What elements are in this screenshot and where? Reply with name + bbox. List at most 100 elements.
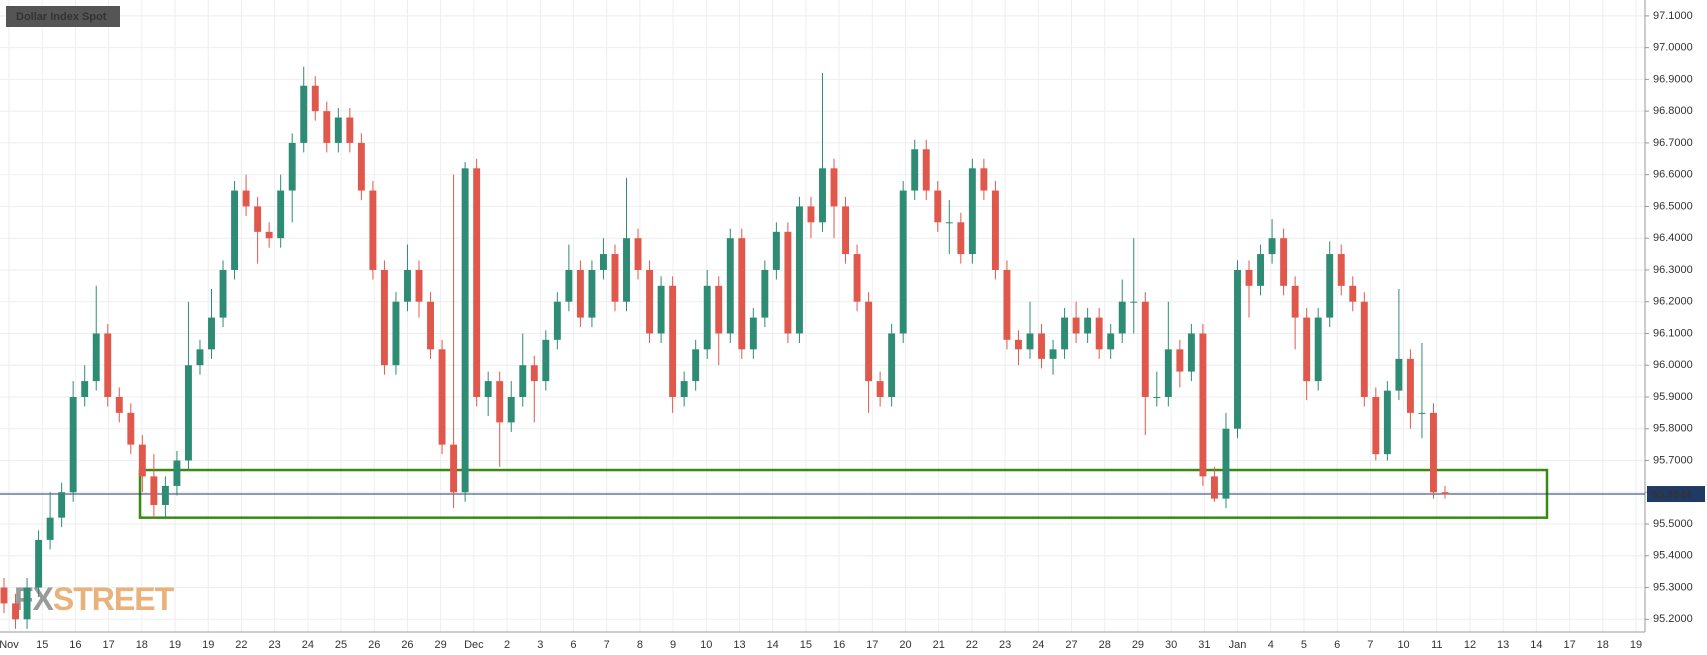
candle-body <box>761 269 769 318</box>
y-tick-label: 95.2000 <box>1653 613 1693 625</box>
candle-body <box>899 190 907 334</box>
candle-body <box>392 301 400 366</box>
candle-body <box>208 317 215 350</box>
candle-body <box>842 206 850 255</box>
candle-body <box>680 381 688 397</box>
candle-body <box>23 587 31 620</box>
x-tick-label: 15 <box>800 639 812 651</box>
candle-body <box>81 381 89 397</box>
y-tick-label: 95.3000 <box>1653 581 1693 593</box>
last-price-label: 95.5944 <box>1652 489 1693 501</box>
x-tick-label: 20 <box>899 639 911 651</box>
candle-body <box>634 238 642 270</box>
candle-body <box>484 381 492 397</box>
x-tick-label: 31 <box>1198 639 1210 651</box>
candle-body <box>369 190 377 270</box>
candle-body <box>1153 396 1161 398</box>
candle-body <box>507 396 515 423</box>
y-tick-label: 95.4000 <box>1653 550 1693 562</box>
watermark-part: FX <box>14 581 55 617</box>
y-tick-label: 96.4000 <box>1653 232 1693 244</box>
candle-body <box>1026 333 1034 350</box>
candle-body <box>219 269 227 318</box>
candle-body <box>1141 301 1149 397</box>
candle-body <box>12 603 19 620</box>
candle-body <box>1430 412 1437 493</box>
candle-body <box>1326 254 1334 318</box>
candle-body <box>1072 317 1080 334</box>
candle-body <box>922 149 930 191</box>
candle-body <box>703 285 711 350</box>
x-tick-label: 6 <box>570 639 576 651</box>
x-tick-label: 22 <box>235 639 247 651</box>
x-tick-label: 15 <box>36 639 48 651</box>
candle-body <box>311 85 319 112</box>
candle-body <box>196 349 204 366</box>
x-tick-label: 19 <box>202 639 214 651</box>
x-tick-label: 17 <box>866 639 878 651</box>
candle-body <box>934 190 942 223</box>
candle-body <box>346 117 354 143</box>
candle-body <box>1383 390 1391 455</box>
candle-body <box>1187 333 1195 372</box>
candle-body <box>1245 269 1253 286</box>
x-tick-label: 10 <box>700 639 712 651</box>
candle-body <box>473 168 481 397</box>
candle-body <box>1291 285 1299 318</box>
y-tick-label: 96.0000 <box>1653 359 1693 371</box>
candle-body <box>323 111 331 143</box>
candle-body <box>1280 238 1288 286</box>
x-tick-label: 6 <box>1334 639 1340 651</box>
candle-body <box>288 142 296 191</box>
candle-body <box>1164 349 1172 397</box>
candle-body <box>46 517 54 540</box>
y-tick-label: 95.8000 <box>1653 423 1693 435</box>
x-tick-label: 16 <box>833 639 845 651</box>
candle-body <box>69 396 77 493</box>
candle-body <box>1257 254 1265 286</box>
candle-body <box>542 339 550 382</box>
candle-body <box>300 85 308 143</box>
x-tick-label: 23 <box>269 639 281 651</box>
candle-body <box>92 333 100 382</box>
x-tick-label: 11 <box>1431 639 1442 651</box>
candle-body <box>772 231 780 270</box>
candle-body <box>692 349 700 382</box>
candle-body <box>438 349 446 445</box>
y-tick-label: 95.5000 <box>1653 518 1693 530</box>
candle-body <box>795 206 803 334</box>
candle-body <box>669 285 677 397</box>
candle-body <box>1406 358 1414 413</box>
x-tick-label: 3 <box>537 639 543 651</box>
y-tick-label: 96.7000 <box>1653 137 1693 149</box>
x-tick-label: 5 <box>1301 639 1307 651</box>
x-tick-label: 13 <box>733 639 745 651</box>
candle-body <box>254 206 262 232</box>
candle-body <box>945 222 953 224</box>
candle-body <box>715 285 723 334</box>
y-tick-label: 95.7000 <box>1653 454 1693 466</box>
candle-body <box>127 412 135 445</box>
watermark-part: STREET <box>53 581 175 617</box>
candle-body <box>115 396 123 413</box>
candle-body <box>334 117 342 143</box>
x-tick-label: 10 <box>1397 639 1409 651</box>
candle-body <box>530 365 538 382</box>
candle-body <box>565 269 573 302</box>
x-tick-label: 14 <box>1530 639 1542 651</box>
x-tick-label: 26 <box>368 639 380 651</box>
candle-body <box>1199 333 1207 477</box>
candle-body <box>830 168 838 207</box>
candle-body <box>726 238 734 334</box>
x-tick-label: 7 <box>604 639 610 651</box>
candle-body <box>1210 476 1218 499</box>
candle-body <box>888 333 896 397</box>
candle-body <box>1349 285 1357 302</box>
candle-body <box>1222 428 1230 499</box>
candle-body <box>1095 317 1103 350</box>
candle-body <box>657 285 665 334</box>
candle-body <box>646 269 654 334</box>
y-tick-label: 96.9000 <box>1653 73 1693 85</box>
